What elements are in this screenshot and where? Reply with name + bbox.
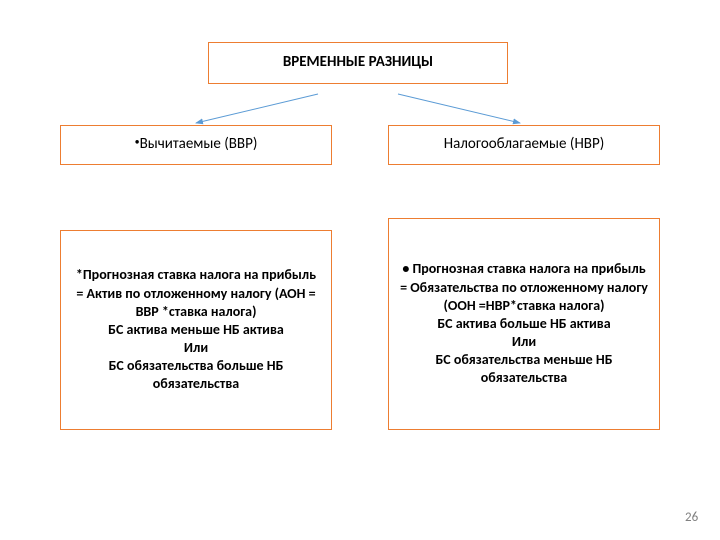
page-number: 26 xyxy=(685,510,698,525)
left-body-box: *Прогнозная ставка налога на прибыль = А… xyxy=(60,230,332,430)
right-body-box: • Прогнозная ставка налога на прибыль = … xyxy=(388,218,660,430)
bullet-dot: • xyxy=(135,135,140,148)
left-category-text: •Вычитаемые (ВВР) xyxy=(135,135,258,155)
title-box: ВРЕМЕННЫЕ РАЗНИЦЫ xyxy=(208,42,508,84)
left-body-text: *Прогнозная ставка налога на прибыль = А… xyxy=(71,266,321,393)
title-text: ВРЕМЕННЫЕ РАЗНИЦЫ xyxy=(283,53,433,73)
left-category-box: •Вычитаемые (ВВР) xyxy=(60,125,332,165)
right-category-box: Налогооблагаемые (НВР) xyxy=(388,125,660,165)
right-body-text: • Прогнозная ставка налога на прибыль = … xyxy=(399,260,649,387)
right-category-text: Налогооблагаемые (НВР) xyxy=(444,135,605,155)
